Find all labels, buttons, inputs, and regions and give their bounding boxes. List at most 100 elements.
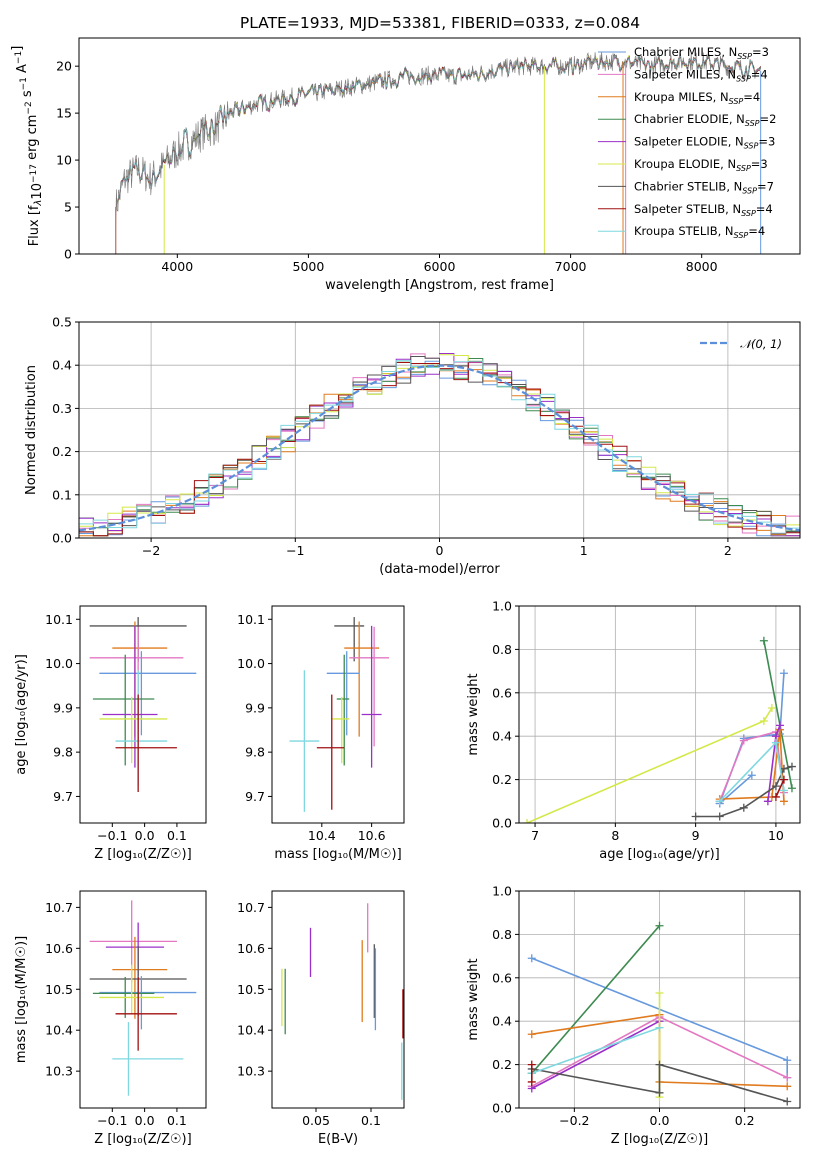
- plot-area: [115, 51, 762, 254]
- weight-marker-chabrier_stelib: [771, 782, 780, 791]
- weight-marker-kroupa_elodie: [523, 819, 532, 823]
- y-axis-label: Flux [fλ10−17 erg cm−2 s−1 A−1]: [10, 46, 45, 247]
- y-tick-label: 0.0: [52, 531, 72, 546]
- y-tick-label: 10.1: [237, 612, 265, 627]
- y-tick-label: 0.2: [52, 444, 72, 459]
- weight-line-chabrier_elodie: [531, 925, 661, 1074]
- x-tick-label: −0.1: [97, 828, 127, 843]
- legend-label-kroupa_miles: Kroupa MILES, NSSP=4: [634, 90, 760, 106]
- weight-line-kroupa_miles: [719, 729, 785, 802]
- y-tick-label: 20: [56, 59, 72, 74]
- y-tick-label: 10.4: [45, 1023, 73, 1038]
- x-tick-label: 0: [436, 543, 444, 558]
- x-axis-label: Z [log₁₀(Z/Z☉)]: [94, 1132, 191, 1147]
- y-tick-label: 10.3: [45, 1064, 73, 1079]
- weight-marker-kroupa_miles: [527, 1030, 536, 1039]
- weight-marker-chabrier_miles: [779, 669, 788, 678]
- y-tick-label: 9.7: [53, 789, 73, 804]
- x-tick-label: 0.1: [361, 1113, 381, 1128]
- y-tick-label: 0.4: [492, 729, 512, 744]
- y-axis-label-part: s: [20, 90, 35, 101]
- y-tick-label: 10.6: [237, 941, 265, 956]
- y-tick-label: 0.2: [492, 772, 512, 787]
- legend-text: Kroupa MILES, N: [634, 90, 729, 104]
- weight-marker-chabrier_elodie: [759, 636, 768, 645]
- axes-weight_vs_age: 7 8 9 10 0.0 0.2 0.4 0.6 0.8 1.0 age [log₁₀(age/yr…: [466, 599, 801, 862]
- y-axis-label-part: Flux [f: [27, 205, 42, 246]
- y-tick-label: 0.6: [492, 685, 512, 700]
- y-tick-label: 9.7: [245, 789, 265, 804]
- x-axis-label: mass [log₁₀(M/M☉)]: [274, 847, 401, 862]
- legend-label-salpeter_elodie: Salpeter ELODIE, NSSP=3: [634, 135, 775, 151]
- weight-marker-kroupa_elodie: [759, 717, 768, 726]
- x-tick-label: −1: [286, 543, 304, 558]
- weight-marker-salpeter_miles: [739, 736, 748, 745]
- y-axis-label: mass weight: [466, 673, 481, 755]
- legend-text: Chabrier ELODIE, N: [634, 112, 745, 126]
- axes-age_vs_mass: 10.4 10.6 9.7 9.8 9.9 10.0 10.1 mass [log₁₀(M/M…: [237, 605, 405, 862]
- legend-text: Chabrier STELIB, N: [634, 179, 742, 193]
- legend-value: =4: [748, 224, 765, 238]
- y-tick-label: 1.0: [492, 599, 512, 614]
- weight-line-salpeter_stelib: [775, 779, 785, 798]
- legend-subscript: SSP: [744, 142, 759, 151]
- axes-age_vs_Z: −0.1 0.0 0.1 9.7 9.8 9.9 10.0 10.1 Z [log₁₀(Z/Z☉…: [14, 605, 207, 862]
- legend-label-kroupa_stelib: Kroupa STELIB, NSSP=4: [634, 224, 765, 240]
- legend-subscript: SSP: [734, 231, 749, 240]
- legend-value: =3: [758, 135, 775, 149]
- axes-mass_vs_EBV: 0.05 0.1 10.3 10.4 10.5 10.6 10.7 E(B-V): [237, 890, 405, 1147]
- axes-mass_vs_Z: −0.1 0.0 0.1 10.3 10.4 10.5 10.6 10.7 Z [log₁₀(Z…: [14, 890, 207, 1147]
- y-axis-label: Normed distribution: [24, 365, 39, 495]
- plot-area: [281, 903, 404, 1100]
- y-tick-label: 10.7: [237, 900, 265, 915]
- legend-label-normal: 𝒩(0, 1): [740, 337, 782, 351]
- legend-value: =4: [743, 90, 760, 104]
- weight-marker-kroupa_stelib: [771, 738, 780, 747]
- legend-text: Chabrier MILES, N: [634, 45, 737, 59]
- legend-label-chabrier_elodie: Chabrier ELODIE, NSSP=2: [634, 112, 776, 128]
- weight-marker-chabrier_miles: [747, 771, 756, 780]
- y-tick-label: 0.0: [492, 816, 512, 831]
- y-tick-label: 0: [64, 247, 72, 262]
- weight-marker-kroupa_stelib: [655, 1023, 664, 1032]
- legend-value: =3: [752, 45, 769, 59]
- y-tick-label: 10.7: [45, 900, 73, 915]
- legend-value: =2: [760, 112, 777, 126]
- x-tick-label: 0.05: [302, 1113, 330, 1128]
- weight-marker-kroupa_elodie: [767, 703, 776, 712]
- x-tick-label: −0.2: [559, 1113, 589, 1128]
- plot-area: [79, 353, 800, 537]
- x-tick-label: 0.0: [135, 1113, 155, 1128]
- plot-area: [527, 921, 792, 1106]
- legend-subscript: SSP: [729, 97, 744, 106]
- y-tick-label: 10.0: [237, 656, 265, 671]
- weight-marker-salpeter_elodie: [775, 721, 784, 730]
- y-axis-label-part: ]: [10, 46, 25, 51]
- x-tick-label: 9: [692, 828, 700, 843]
- weight-line-chabrier_stelib: [531, 1063, 788, 1103]
- weight-marker-chabrier_stelib: [779, 764, 788, 773]
- x-tick-label: 8000: [686, 259, 718, 274]
- legend-text: Salpeter STELIB, N: [634, 202, 741, 216]
- x-tick-label: 0.0: [135, 828, 155, 843]
- legend-value: =7: [757, 179, 774, 193]
- plot-area: [89, 900, 197, 1096]
- y-axis-label: mass [log₁₀(M/M☉)]: [14, 936, 29, 1063]
- x-tick-label: 0.1: [167, 1113, 187, 1128]
- legend-subscript: SSP: [736, 164, 751, 173]
- weight-marker-salpeter_stelib: [779, 775, 788, 784]
- x-axis-label: wavelength [Angstrom, rest frame]: [325, 278, 554, 293]
- x-axis-label: E(B-V): [318, 1132, 358, 1147]
- y-tick-label: 0.5: [52, 315, 72, 330]
- axes-residuals: −2 −1 0 1 2 0.0 0.1 0.2 0.3 0.4 0.5 (data-model)/er…: [24, 315, 801, 577]
- axes-frame: [79, 890, 207, 1109]
- legend-subscript: SSP: [741, 209, 756, 218]
- weight-marker-chabrier_stelib: [655, 1088, 664, 1097]
- y-tick-label: 10.5: [237, 982, 265, 997]
- y-tick-label: 10.4: [237, 1023, 265, 1038]
- histogram-salpeter_stelib: [79, 361, 800, 537]
- legend-text: Salpeter ELODIE, N: [634, 135, 744, 149]
- histogram-kroupa_stelib: [79, 360, 800, 537]
- legend-text: Kroupa STELIB, N: [634, 224, 734, 238]
- weight-marker-chabrier_stelib: [787, 762, 796, 771]
